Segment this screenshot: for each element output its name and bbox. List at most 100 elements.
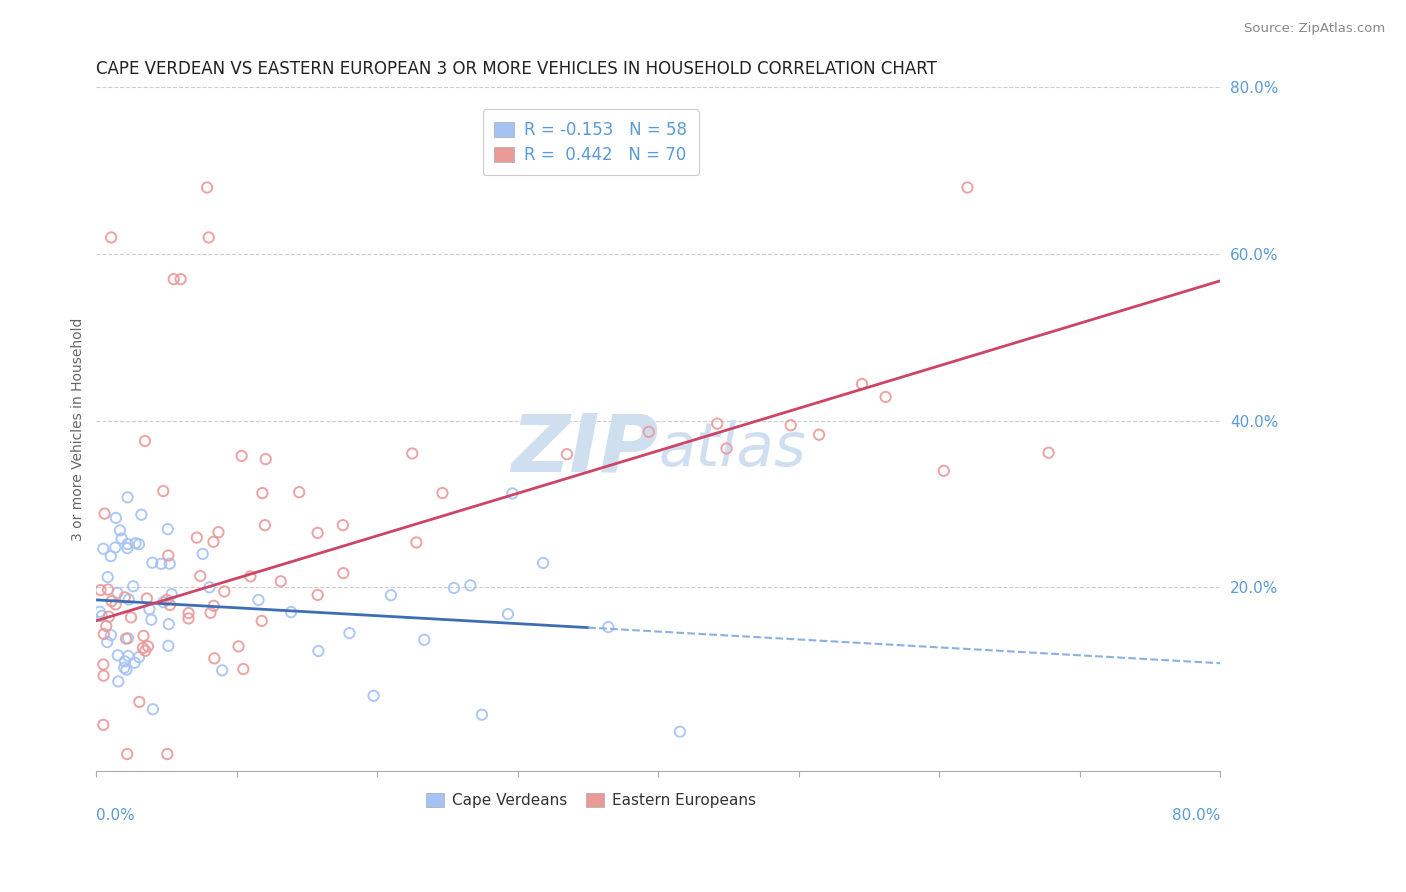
Point	[97, 582, 120, 597]
Point	[247, 593, 270, 607]
Point	[138, 602, 160, 616]
Point	[93, 507, 115, 521]
Point	[89, 605, 111, 619]
Point	[131, 508, 153, 522]
Point	[159, 557, 181, 571]
Point	[117, 632, 139, 646]
Point	[186, 531, 208, 545]
Point	[239, 569, 262, 583]
Point	[307, 525, 329, 540]
Point	[134, 644, 156, 658]
Point	[136, 640, 159, 654]
Point	[598, 620, 620, 634]
Point	[115, 663, 138, 677]
Point	[200, 606, 222, 620]
Point	[91, 718, 114, 732]
Point	[90, 609, 112, 624]
Point	[108, 524, 131, 538]
Point	[91, 541, 114, 556]
Point	[177, 611, 200, 625]
Point	[339, 626, 361, 640]
Text: atlas: atlas	[658, 420, 806, 479]
Point	[96, 619, 118, 633]
Point	[496, 607, 519, 621]
Point	[531, 556, 554, 570]
Point	[332, 566, 354, 581]
Point	[104, 511, 127, 525]
Point	[637, 425, 659, 439]
Point	[779, 418, 801, 433]
Point	[100, 549, 122, 564]
Point	[100, 628, 122, 642]
Text: 0.0%: 0.0%	[97, 808, 135, 823]
Point	[188, 569, 211, 583]
Point	[91, 657, 114, 672]
Legend: Cape Verdeans, Eastern Europeans: Cape Verdeans, Eastern Europeans	[420, 787, 762, 814]
Point	[110, 532, 132, 546]
Point	[231, 449, 253, 463]
Point	[142, 702, 165, 716]
Point	[97, 570, 120, 584]
Point	[253, 518, 276, 533]
Point	[118, 592, 141, 607]
Point	[115, 747, 138, 761]
Point	[97, 609, 120, 624]
Point	[132, 629, 155, 643]
Point	[117, 491, 139, 505]
Point	[112, 661, 135, 675]
Point	[197, 230, 219, 244]
Point	[107, 648, 129, 663]
Text: 80.0%: 80.0%	[1173, 808, 1220, 823]
Point	[157, 639, 180, 653]
Point	[128, 695, 150, 709]
Point	[152, 484, 174, 499]
Point	[555, 447, 578, 461]
Point	[128, 650, 150, 665]
Point	[104, 541, 127, 555]
Point	[401, 446, 423, 460]
Point	[141, 613, 163, 627]
Point	[156, 593, 179, 607]
Point	[254, 452, 277, 467]
Point	[214, 584, 236, 599]
Point	[107, 674, 129, 689]
Point	[157, 617, 180, 632]
Point	[115, 632, 138, 646]
Point	[156, 747, 179, 761]
Y-axis label: 3 or more Vehicles in Household: 3 or more Vehicles in Household	[72, 318, 86, 541]
Point	[669, 724, 692, 739]
Point	[405, 535, 427, 549]
Point	[956, 180, 979, 194]
Point	[100, 230, 122, 244]
Text: CAPE VERDEAN VS EASTERN EUROPEAN 3 OR MORE VEHICLES IN HOUSEHOLD CORRELATION CHA: CAPE VERDEAN VS EASTERN EUROPEAN 3 OR MO…	[97, 60, 938, 78]
Point	[132, 641, 155, 656]
Point	[363, 689, 385, 703]
Point	[443, 581, 465, 595]
Point	[117, 537, 139, 551]
Point	[134, 434, 156, 448]
Point	[114, 654, 136, 668]
Point	[124, 536, 146, 550]
Point	[252, 486, 274, 500]
Point	[105, 586, 128, 600]
Point	[851, 376, 873, 391]
Point	[177, 606, 200, 620]
Point	[156, 522, 179, 536]
Point	[706, 417, 728, 431]
Point	[159, 598, 181, 612]
Point	[141, 556, 163, 570]
Point	[96, 635, 118, 649]
Point	[232, 662, 254, 676]
Point	[160, 587, 183, 601]
Point	[104, 598, 127, 612]
Point	[135, 591, 157, 606]
Point	[114, 591, 136, 605]
Point	[202, 651, 225, 665]
Point	[250, 614, 273, 628]
Point	[157, 549, 180, 563]
Point	[270, 574, 292, 589]
Point	[124, 656, 146, 670]
Point	[460, 578, 482, 592]
Point	[207, 525, 229, 540]
Point	[152, 595, 174, 609]
